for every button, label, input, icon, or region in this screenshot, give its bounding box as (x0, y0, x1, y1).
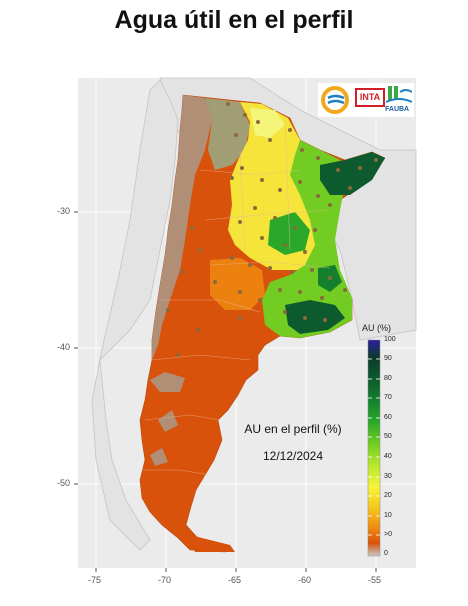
tierra-del-fuego (190, 535, 235, 552)
fauba-label: FAUBA (385, 106, 410, 113)
dark-green-region-ne (320, 152, 385, 195)
page-title: Agua útil en el perfil (114, 6, 354, 34)
axis-ticks (74, 211, 377, 572)
patagonia-no-data-patches (150, 372, 185, 466)
province-boundaries (142, 119, 331, 476)
legend-tick: 60 (384, 414, 392, 421)
x-tick-label: -65 (228, 575, 242, 585)
fauba-logo-icon (386, 86, 412, 103)
x-tick-label: -55 (368, 575, 382, 585)
legend-tick: 10 (384, 512, 392, 519)
legend-title: AU (%) (362, 323, 391, 333)
legend-tick: 80 (384, 375, 392, 382)
light-yellow-region (250, 108, 285, 138)
legend-ticks-lines (368, 358, 380, 536)
legend-tick: >0 (384, 531, 392, 538)
legend-tick: 0 (384, 550, 388, 557)
legend-tick: 70 (384, 394, 392, 401)
water-logo-icon (321, 86, 349, 114)
legend-tick: 40 (384, 453, 392, 460)
legend-tick: 90 (384, 355, 392, 362)
legend-tick: 30 (384, 473, 392, 480)
inta-logo: INTA (355, 88, 385, 107)
andes-no-data-region (152, 95, 212, 360)
legend-tick: 20 (384, 492, 392, 499)
legend-colorbar (367, 339, 381, 557)
map-caption: AU en el perfil (%) (244, 422, 342, 436)
map-date: 12/12/2024 (262, 449, 324, 463)
legend-tick: 50 (384, 433, 392, 440)
dark-green-region-south (285, 300, 345, 334)
weather-stations (166, 102, 378, 357)
x-tick-label: -60 (298, 575, 312, 585)
orange-transition-zone (210, 258, 265, 310)
y-tick-label: -50 (57, 478, 71, 488)
x-tick-label: -70 (158, 575, 172, 585)
y-tick-label: -30 (57, 206, 71, 216)
legend-tick: 100 (384, 336, 396, 343)
y-tick-label: -40 (57, 342, 71, 352)
x-tick-label: -75 (88, 575, 102, 585)
mid-green-region (268, 212, 310, 255)
northwest-region (205, 98, 250, 170)
institution-logos: INTA FAUBA (318, 83, 414, 117)
